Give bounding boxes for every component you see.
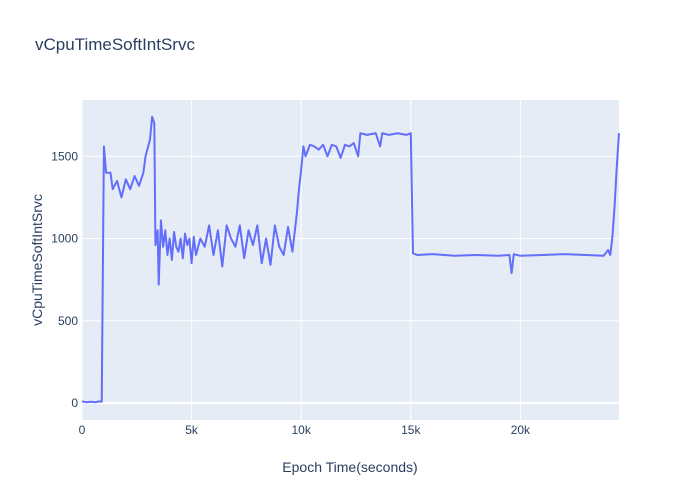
y-tick-label: 500 [58,314,78,328]
y-tick-label: 1000 [51,232,78,246]
y-tick-label: 0 [71,396,78,410]
x-tick-label: 0 [79,423,86,437]
plot-area [82,100,619,420]
x-tick-label: 15k [401,423,421,437]
x-tick-label: 5k [185,423,199,437]
x-tick-label: 10k [292,423,312,437]
x-axis-title: Epoch Time(seconds) [282,459,417,475]
y-axis-title: vCpuTimeSoftIntSrvc [29,194,45,326]
chart-title: vCpuTimeSoftIntSrvc [35,35,195,54]
data-line [81,115,620,404]
x-tick-label: 20k [511,423,531,437]
y-tick-label: 1500 [51,149,78,163]
